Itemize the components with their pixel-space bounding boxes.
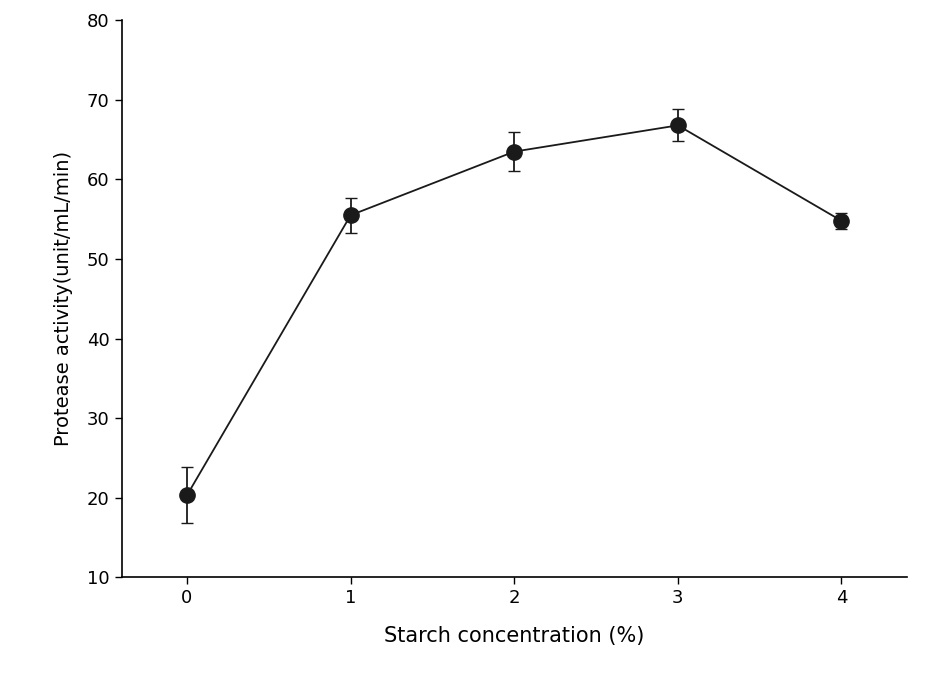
Y-axis label: Protease activity(unit/mL/min): Protease activity(unit/mL/min) bbox=[54, 151, 73, 446]
X-axis label: Starch concentration (%): Starch concentration (%) bbox=[384, 627, 644, 646]
